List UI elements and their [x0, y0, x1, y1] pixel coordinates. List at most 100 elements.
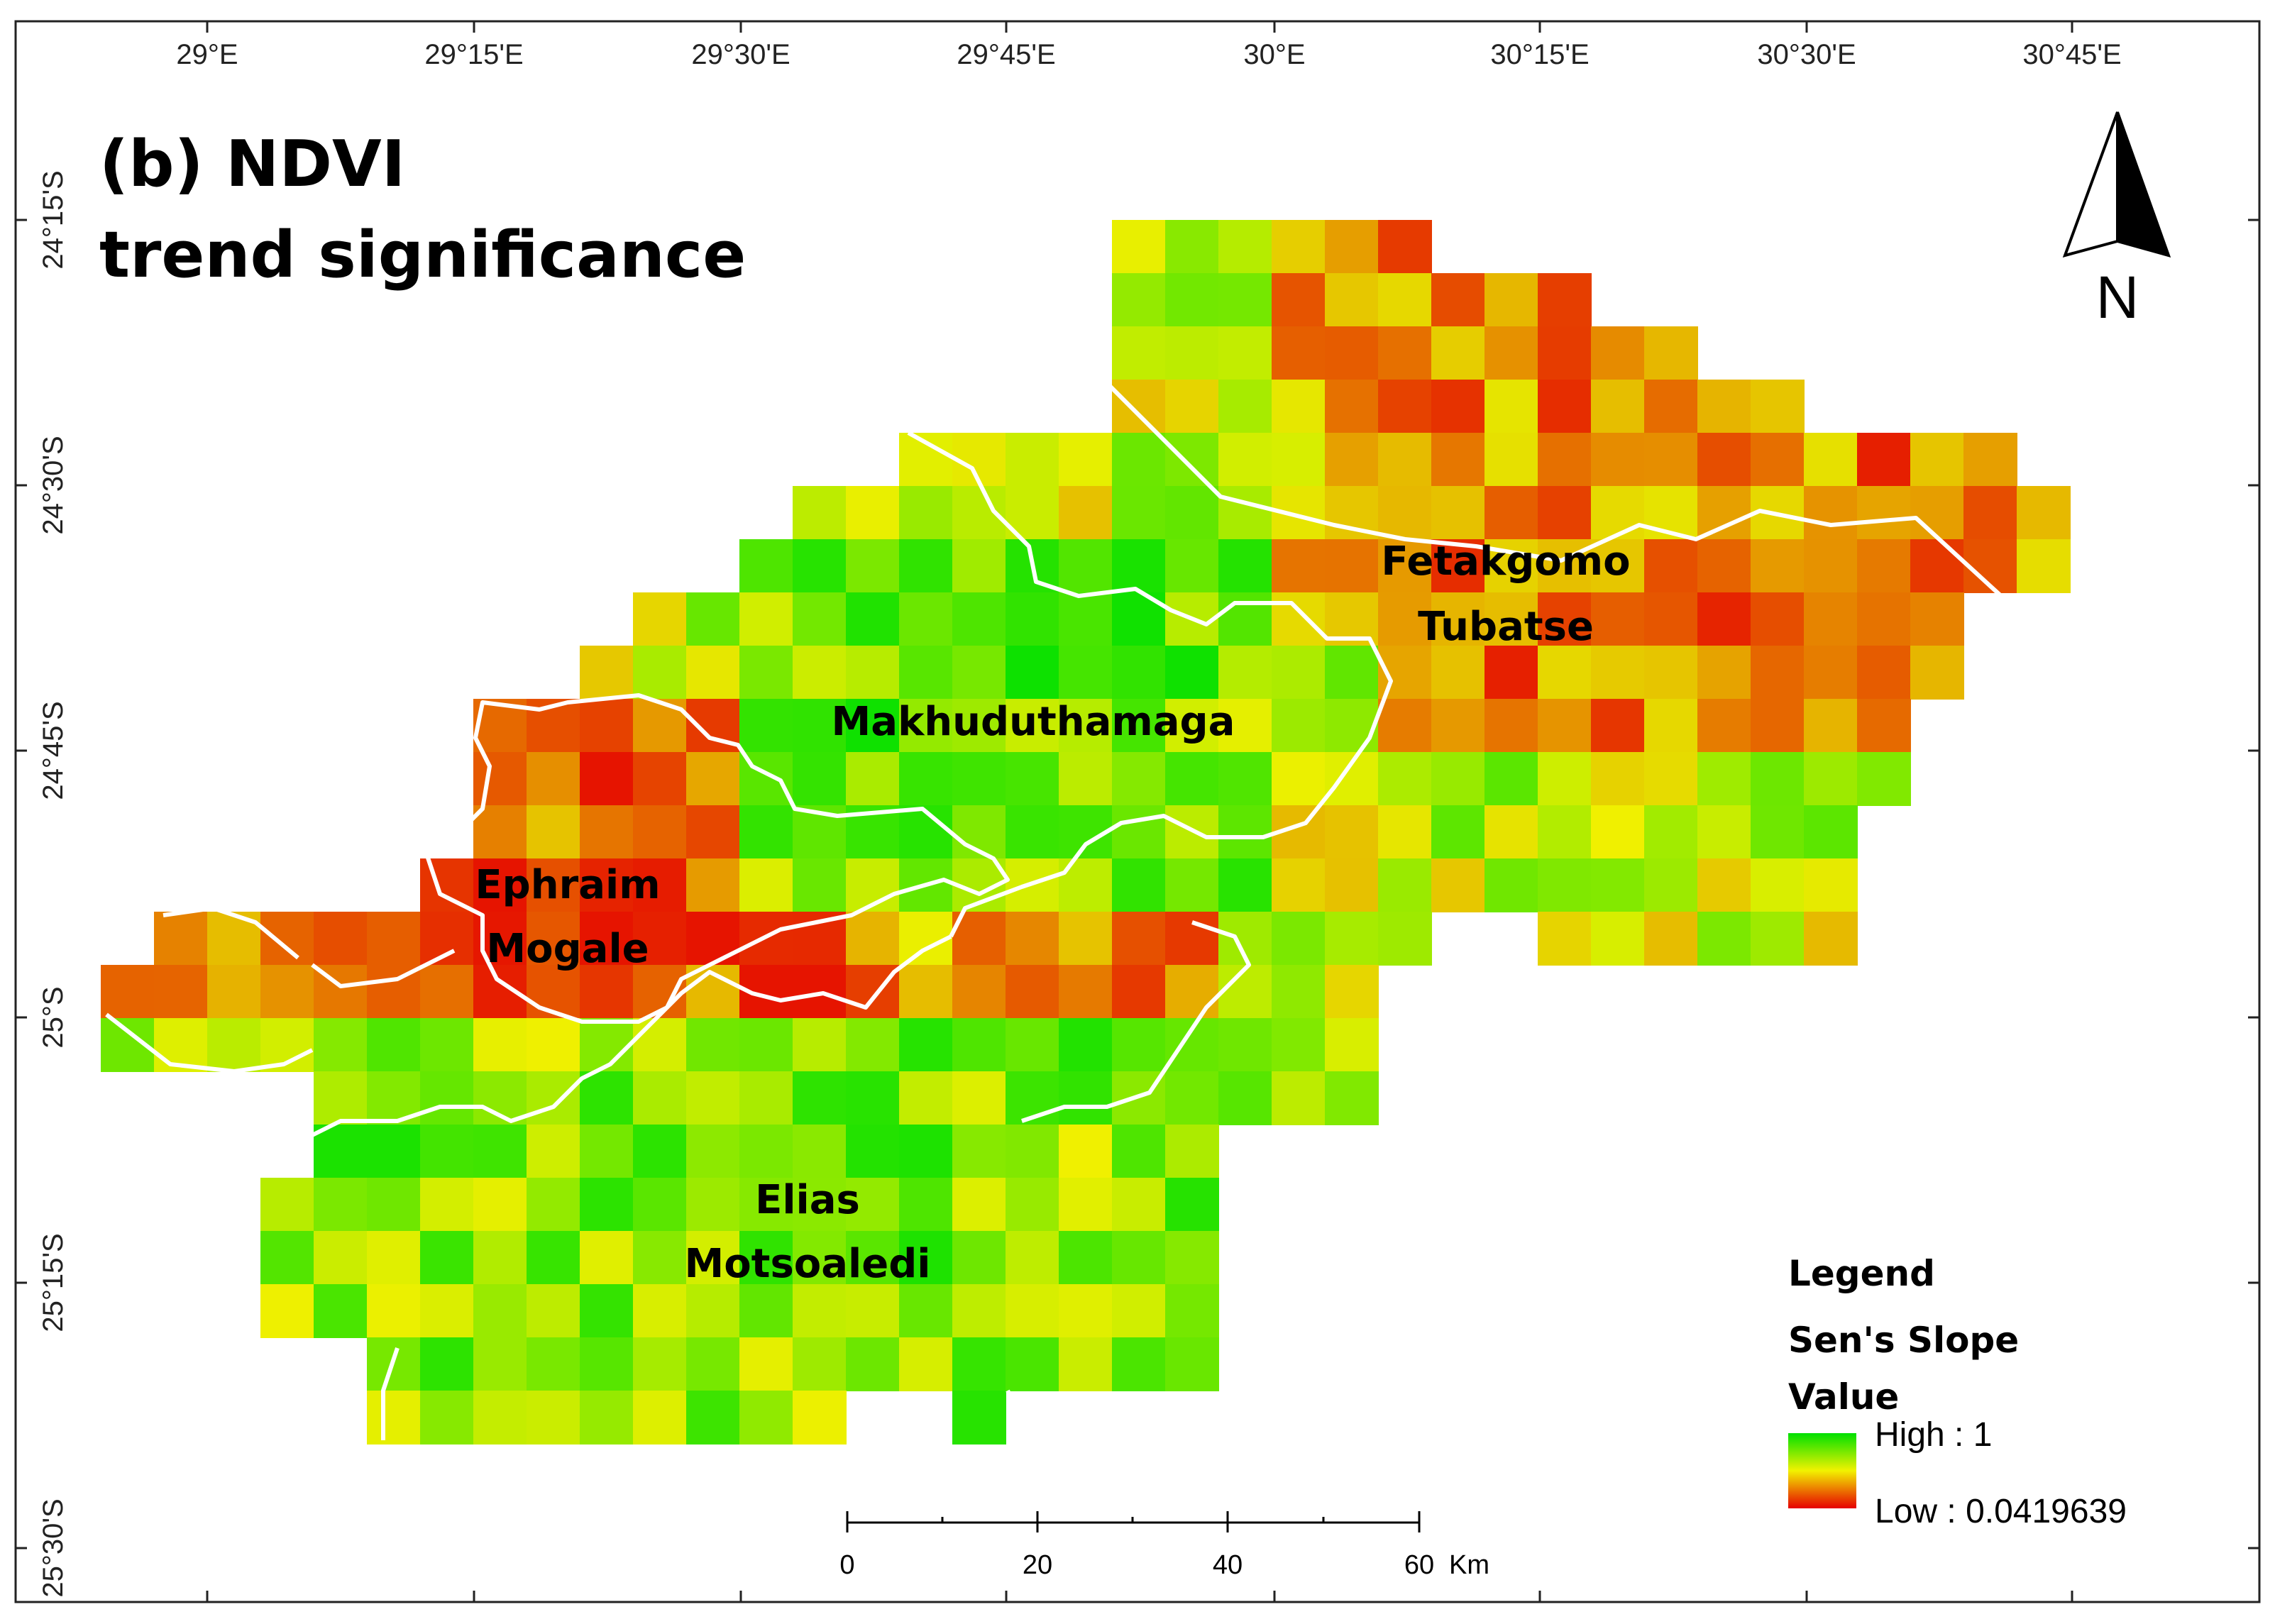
raster-cell [420, 1125, 474, 1178]
raster-cell [1644, 752, 1698, 806]
raster-cell [1591, 699, 1645, 753]
raster-cell [952, 1178, 1006, 1232]
raster-cell [314, 1178, 368, 1232]
raster-cell [686, 1231, 740, 1285]
raster-cell [1006, 433, 1059, 487]
left-label-2: 24°30'S [38, 436, 69, 534]
raster-cell [527, 912, 580, 966]
raster-cell [1218, 220, 1272, 274]
boundary-ne [1830, 381, 2073, 456]
raster-cell [1804, 486, 1858, 540]
raster-cell [739, 1337, 793, 1391]
raster-cell [1591, 433, 1645, 487]
raster-cell [846, 699, 900, 753]
raster-cell [1697, 433, 1751, 487]
raster-cell [1484, 326, 1538, 380]
raster-cell [1218, 1018, 1272, 1072]
raster-cell [1165, 1231, 1219, 1285]
raster-cell [793, 1125, 847, 1178]
raster-cell [260, 912, 314, 966]
raster-cell [1059, 1284, 1113, 1338]
raster-cell [846, 1018, 900, 1072]
raster-cell [1804, 752, 1858, 806]
raster-cell [1112, 326, 1166, 380]
ndvi-raster [101, 220, 2071, 1445]
raster-cell [686, 858, 740, 912]
raster-cell [739, 858, 793, 912]
boundary-south [311, 934, 952, 1137]
raster-cell [952, 1125, 1006, 1178]
raster-cell [367, 1231, 421, 1285]
raster-cell [846, 646, 900, 700]
raster-cell [1218, 326, 1272, 380]
raster-cell [686, 1391, 740, 1445]
label-tubatse: Tubatse [1418, 604, 1594, 650]
raster-cell [580, 1231, 634, 1285]
raster-cell [580, 1391, 634, 1445]
raster-cell [1325, 1018, 1379, 1072]
scale-bar-labels: 0 20 40 60 Km [839, 1550, 1489, 1580]
raster-cell [580, 752, 634, 806]
raster-cell [1910, 646, 1964, 700]
raster-cell [1165, 752, 1219, 806]
raster-cell [420, 858, 474, 912]
raster-cell [207, 1018, 261, 1072]
left-label-6: 25°30'S [38, 1498, 69, 1597]
raster-cell [793, 1391, 847, 1445]
top-label-7: 30°30'E [1757, 39, 1856, 70]
raster-cell [1272, 220, 1326, 274]
raster-cell [367, 1391, 421, 1445]
raster-cell [1165, 965, 1219, 1019]
raster-cell [580, 965, 634, 1019]
raster-cell [1218, 486, 1272, 540]
raster-cell [952, 1071, 1006, 1125]
raster-cell [1165, 1071, 1219, 1125]
raster-cell [899, 1284, 953, 1338]
raster-cell [1484, 752, 1538, 806]
raster-cell [1697, 858, 1751, 912]
raster-cell [1272, 433, 1326, 487]
raster-cell [952, 1231, 1006, 1285]
raster-cell [1325, 912, 1379, 966]
raster-cell [1697, 805, 1751, 859]
raster-cell [1751, 805, 1805, 859]
raster-cell [1165, 380, 1219, 433]
raster-cell [952, 912, 1006, 966]
raster-cell [527, 965, 580, 1019]
raster-cell [739, 1125, 793, 1178]
raster-cell [1059, 592, 1113, 646]
raster-cell [1644, 646, 1698, 700]
raster-cell [1804, 858, 1858, 912]
boundary-outer [1006, 218, 2010, 973]
raster-cell [1272, 646, 1326, 700]
raster-cell [1431, 752, 1485, 806]
boundary-west [311, 949, 456, 988]
raster-cell [1484, 433, 1538, 487]
raster-cell [1431, 326, 1485, 380]
label-fetakgomo: Fetakgomo [1381, 538, 1630, 585]
raster-cell [1591, 646, 1645, 700]
raster-cell [1112, 539, 1166, 593]
raster-cell [527, 1337, 580, 1391]
raster-cell [527, 858, 580, 912]
raster-cell [1165, 699, 1219, 753]
raster-cell [1059, 699, 1113, 753]
raster-cell [1006, 592, 1059, 646]
raster-cell [1484, 273, 1538, 327]
label-motsoaledi: Motsoaledi [684, 1241, 930, 1287]
raster-cell [1325, 273, 1379, 327]
raster-cell [580, 1178, 634, 1232]
raster-cell [1165, 858, 1219, 912]
raster-cell [633, 1337, 687, 1391]
raster-cell [793, 752, 847, 806]
raster-cell [1006, 912, 1059, 966]
raster-cell [1272, 539, 1326, 593]
raster-cell [793, 1284, 847, 1338]
raster-cell [1272, 326, 1326, 380]
raster-cell [1378, 380, 1432, 433]
raster-cell [1165, 646, 1219, 700]
top-label-3: 29°30'E [691, 39, 790, 70]
raster-cell [1006, 699, 1059, 753]
raster-cell [1272, 592, 1326, 646]
left-tick-labels: 24°15'S 24°30'S 24°45'S 25°S 25°15'S 25°… [38, 170, 69, 1597]
